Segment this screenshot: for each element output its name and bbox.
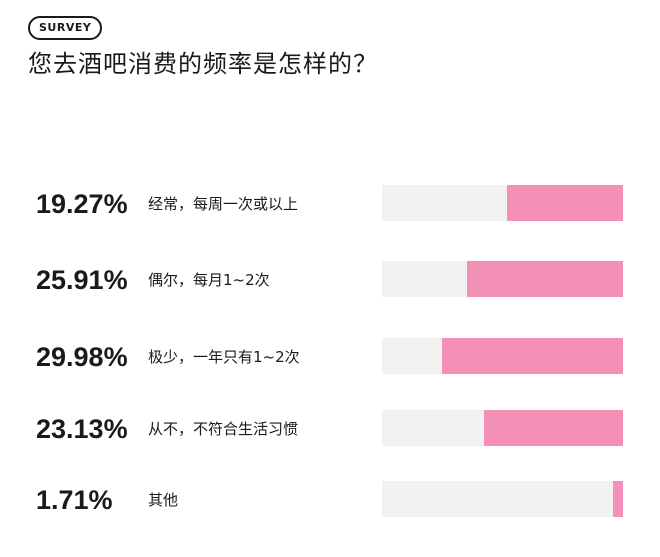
bar-track bbox=[382, 481, 623, 517]
chart-title: 您去酒吧消费的频率是怎样的？ bbox=[28, 50, 378, 78]
bar-row: 25.91% 偶尔，每月1~2次 bbox=[0, 261, 660, 299]
bar-value-label: 19.27% bbox=[36, 189, 128, 219]
bar-row: 1.71% 其他 bbox=[0, 481, 660, 519]
bar bbox=[612, 481, 623, 517]
bar bbox=[506, 185, 623, 221]
bar-track bbox=[382, 338, 623, 374]
bar-track bbox=[382, 185, 623, 221]
bar-category-label: 经常，每周一次或以上 bbox=[148, 195, 299, 213]
bar-category-label: 从不，不符合生活习惯 bbox=[148, 420, 299, 438]
bar-row: 23.13% 从不，不符合生活习惯 bbox=[0, 410, 660, 448]
bar-value-label: 29.98% bbox=[36, 342, 128, 372]
bar-track bbox=[382, 261, 623, 297]
bar-value-label: 1.71% bbox=[36, 485, 113, 515]
bar bbox=[442, 338, 623, 374]
bar-row: 19.27% 经常，每周一次或以上 bbox=[0, 185, 660, 223]
bar-value-label: 25.91% bbox=[36, 265, 128, 295]
bar-category-label: 偶尔，每月1~2次 bbox=[148, 271, 270, 289]
bar bbox=[483, 410, 623, 446]
bar-category-label: 其他 bbox=[148, 491, 179, 509]
bar-category-label: 极少，一年只有1~2次 bbox=[148, 348, 300, 366]
survey-badge: SURVEY bbox=[28, 16, 103, 40]
bar-track bbox=[382, 410, 623, 446]
bar-value-label: 23.13% bbox=[36, 414, 128, 444]
bar-row: 29.98% 极少，一年只有1~2次 bbox=[0, 338, 660, 376]
bar bbox=[466, 261, 623, 297]
